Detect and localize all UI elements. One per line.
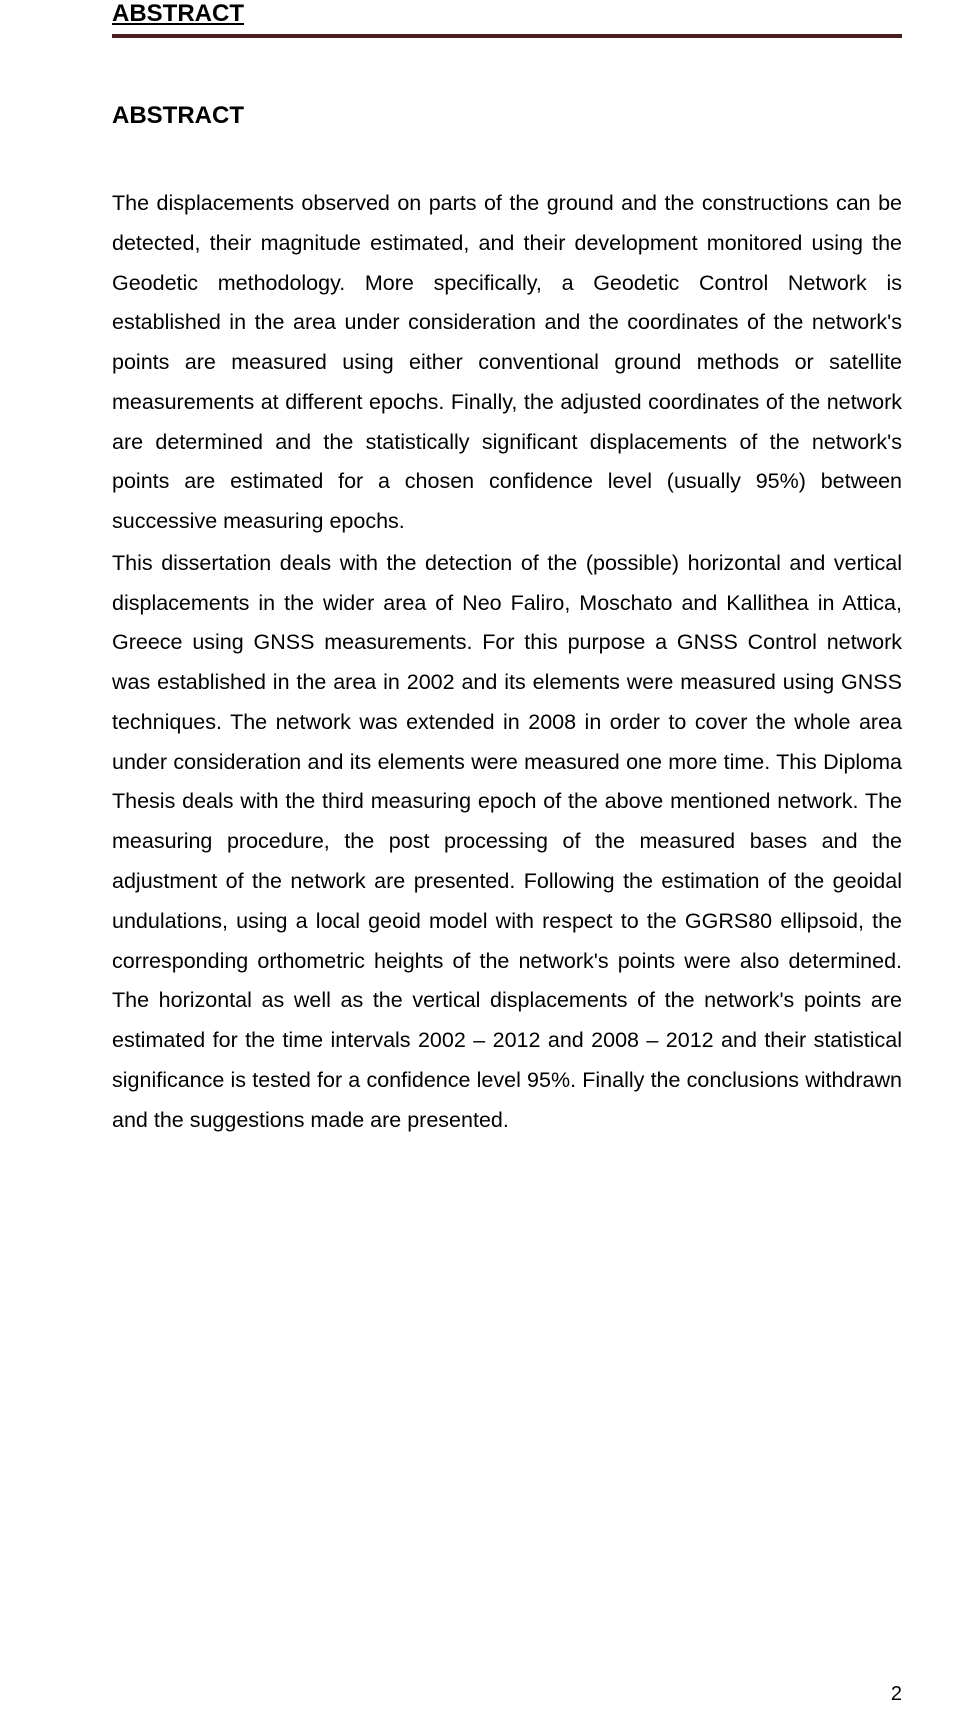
abstract-body: The displacements observed on parts of t… [112, 184, 902, 1140]
page-number: 2 [891, 1683, 902, 1706]
paragraph: The displacements observed on parts of t… [112, 184, 902, 542]
section-title: ABSTRACT [112, 102, 902, 130]
paragraph: This dissertation deals with the detecti… [112, 544, 902, 1140]
header-rule [112, 34, 902, 38]
running-header: ABSTRACT [112, 0, 902, 28]
document-page: ABSTRACT ABSTRACT The displacements obse… [0, 0, 960, 1724]
